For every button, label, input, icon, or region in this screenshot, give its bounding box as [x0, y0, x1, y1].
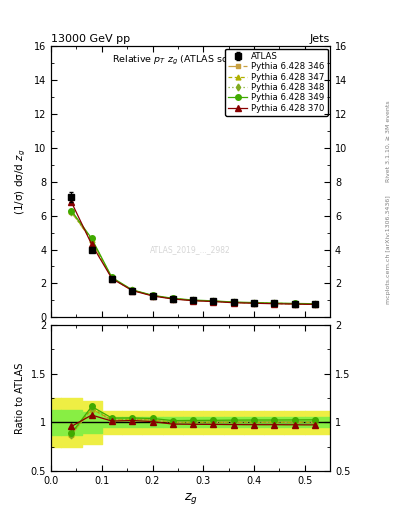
- Pythia 6.428 349: [110, 274, 114, 281]
- Pythia 6.428 347: [69, 208, 74, 215]
- Pythia 6.428 349: [231, 299, 236, 305]
- Line: Pythia 6.428 348: Pythia 6.428 348: [69, 210, 317, 307]
- Text: Rivet 3.1.10, ≥ 3M events: Rivet 3.1.10, ≥ 3M events: [386, 100, 391, 182]
- X-axis label: $z_g$: $z_g$: [184, 492, 198, 506]
- Pythia 6.428 346: [110, 275, 114, 282]
- Pythia 6.428 349: [211, 298, 216, 304]
- Pythia 6.428 346: [69, 209, 74, 215]
- Pythia 6.428 347: [312, 301, 317, 307]
- Pythia 6.428 348: [292, 301, 297, 307]
- Pythia 6.428 346: [272, 301, 277, 307]
- Pythia 6.428 370: [110, 275, 114, 282]
- Pythia 6.428 349: [312, 301, 317, 307]
- Pythia 6.428 346: [150, 292, 155, 298]
- Pythia 6.428 348: [171, 295, 175, 302]
- Pythia 6.428 347: [150, 292, 155, 298]
- Y-axis label: Ratio to ATLAS: Ratio to ATLAS: [15, 362, 25, 434]
- Pythia 6.428 370: [312, 302, 317, 308]
- Pythia 6.428 347: [130, 287, 135, 293]
- Pythia 6.428 348: [211, 298, 216, 304]
- Pythia 6.428 370: [191, 297, 195, 304]
- Pythia 6.428 349: [150, 292, 155, 298]
- Pythia 6.428 349: [292, 301, 297, 307]
- Pythia 6.428 348: [150, 292, 155, 298]
- Pythia 6.428 370: [130, 287, 135, 293]
- Pythia 6.428 347: [292, 301, 297, 307]
- Pythia 6.428 370: [272, 301, 277, 307]
- Pythia 6.428 348: [69, 209, 74, 215]
- Pythia 6.428 348: [110, 275, 114, 282]
- Pythia 6.428 347: [252, 300, 256, 306]
- Text: ATLAS_2019_..._2982: ATLAS_2019_..._2982: [150, 245, 231, 254]
- Pythia 6.428 348: [89, 236, 94, 242]
- Pythia 6.428 348: [272, 301, 277, 307]
- Pythia 6.428 348: [312, 301, 317, 307]
- Pythia 6.428 348: [191, 297, 195, 304]
- Pythia 6.428 346: [292, 301, 297, 307]
- Pythia 6.428 370: [89, 241, 94, 247]
- Pythia 6.428 349: [69, 207, 74, 214]
- Pythia 6.428 370: [150, 293, 155, 299]
- Line: Pythia 6.428 370: Pythia 6.428 370: [69, 199, 318, 307]
- Pythia 6.428 346: [89, 237, 94, 243]
- Pythia 6.428 349: [89, 236, 94, 242]
- Pythia 6.428 347: [110, 275, 114, 282]
- Pythia 6.428 346: [231, 300, 236, 306]
- Pythia 6.428 349: [171, 295, 175, 302]
- Pythia 6.428 348: [130, 287, 135, 293]
- Line: Pythia 6.428 346: Pythia 6.428 346: [69, 210, 317, 307]
- Pythia 6.428 370: [252, 300, 256, 306]
- Pythia 6.428 349: [252, 300, 256, 306]
- Pythia 6.428 370: [231, 300, 236, 306]
- Pythia 6.428 370: [171, 296, 175, 302]
- Pythia 6.428 347: [272, 301, 277, 307]
- Pythia 6.428 370: [292, 301, 297, 307]
- Legend: ATLAS, Pythia 6.428 346, Pythia 6.428 347, Pythia 6.428 348, Pythia 6.428 349, P: ATLAS, Pythia 6.428 346, Pythia 6.428 34…: [225, 49, 327, 116]
- Pythia 6.428 348: [252, 300, 256, 306]
- Pythia 6.428 347: [89, 237, 94, 243]
- Text: mcplots.cern.ch [arXiv:1306.3436]: mcplots.cern.ch [arXiv:1306.3436]: [386, 195, 391, 304]
- Pythia 6.428 346: [312, 301, 317, 307]
- Text: Jets: Jets: [310, 33, 330, 44]
- Pythia 6.428 370: [69, 199, 74, 205]
- Text: Relative $p_T$ $z_g$ (ATLAS soft-drop observables): Relative $p_T$ $z_g$ (ATLAS soft-drop ob…: [112, 54, 325, 67]
- Pythia 6.428 346: [211, 298, 216, 304]
- Pythia 6.428 348: [231, 300, 236, 306]
- Pythia 6.428 370: [211, 298, 216, 305]
- Pythia 6.428 347: [231, 300, 236, 306]
- Y-axis label: (1/σ) dσ/d $z_g$: (1/σ) dσ/d $z_g$: [14, 148, 28, 215]
- Text: 13000 GeV pp: 13000 GeV pp: [51, 33, 130, 44]
- Pythia 6.428 349: [272, 300, 277, 306]
- Pythia 6.428 346: [130, 287, 135, 293]
- Line: Pythia 6.428 349: Pythia 6.428 349: [69, 208, 318, 307]
- Pythia 6.428 347: [171, 295, 175, 302]
- Pythia 6.428 346: [252, 300, 256, 306]
- Pythia 6.428 347: [211, 298, 216, 304]
- Line: Pythia 6.428 347: Pythia 6.428 347: [69, 209, 317, 307]
- Pythia 6.428 346: [171, 295, 175, 302]
- Pythia 6.428 346: [191, 297, 195, 304]
- Pythia 6.428 347: [191, 297, 195, 304]
- Pythia 6.428 349: [191, 297, 195, 303]
- Pythia 6.428 349: [130, 287, 135, 293]
